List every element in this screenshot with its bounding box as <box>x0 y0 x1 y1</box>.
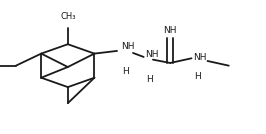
Text: NH: NH <box>193 53 206 62</box>
Text: NH: NH <box>145 50 159 59</box>
Text: NH: NH <box>164 26 177 35</box>
Text: CH₃: CH₃ <box>60 12 76 21</box>
Text: H: H <box>146 75 153 84</box>
Text: NH: NH <box>121 42 135 51</box>
Text: H: H <box>194 72 201 81</box>
Text: H: H <box>122 67 129 76</box>
